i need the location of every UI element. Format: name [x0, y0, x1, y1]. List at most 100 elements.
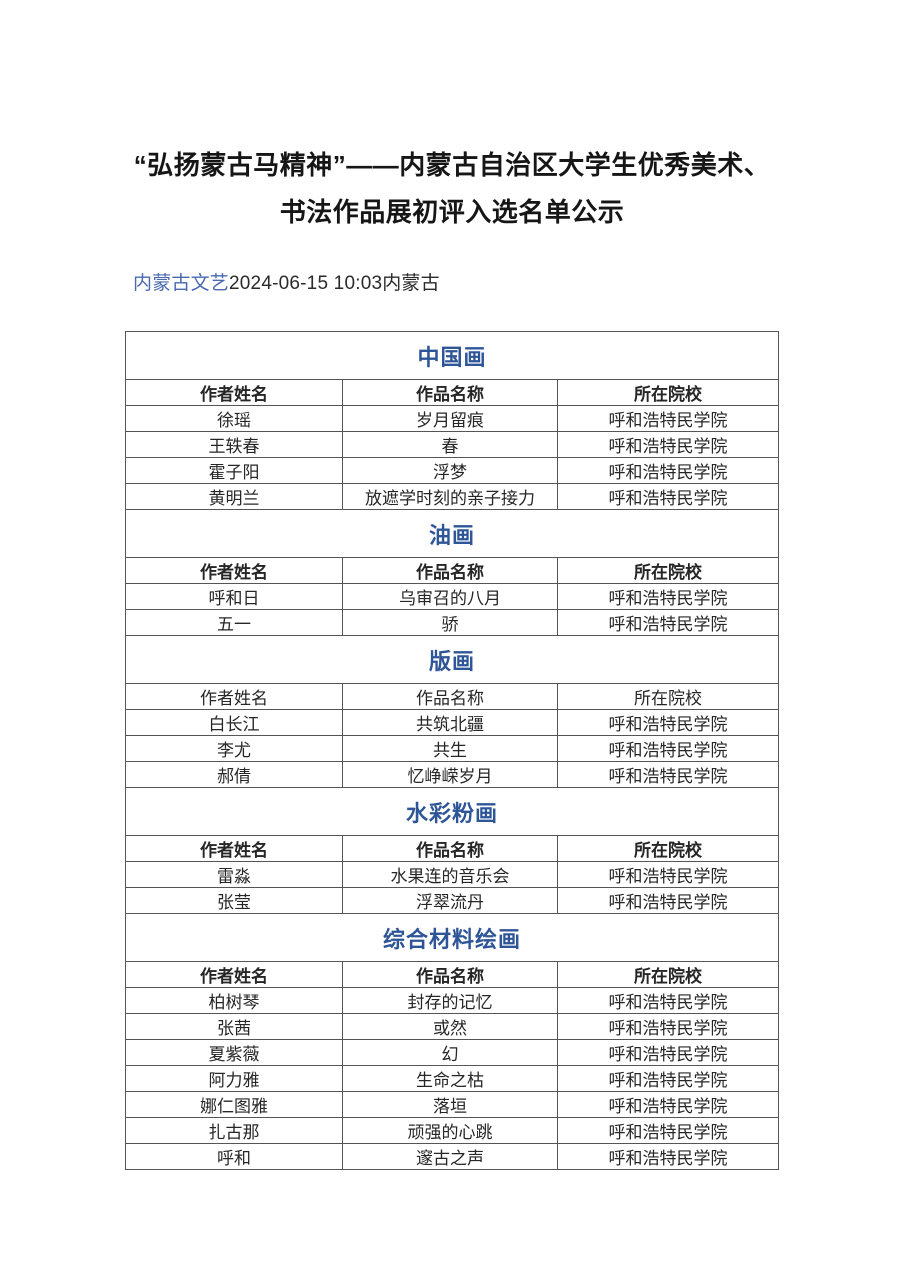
- table-row: 柏树琴 封存的记忆 呼和浩特民学院: [125, 987, 780, 1014]
- section-title: 油画: [124, 509, 780, 558]
- institution-cell: 呼和浩特民学院: [556, 1039, 780, 1066]
- byline: 内蒙古文艺2024-06-15 10:03内蒙古: [133, 268, 904, 295]
- work-title-cell: 邃古之声: [342, 1143, 558, 1170]
- column-header-row: 作者姓名 作品名称 所在院校: [125, 835, 780, 862]
- author-name-cell: 阿力雅: [125, 1065, 343, 1092]
- table-row: 呼和 邃古之声 呼和浩特民学院: [125, 1143, 780, 1170]
- work-title-cell: 忆峥嵘岁月: [342, 761, 558, 788]
- institution-cell: 呼和浩特民学院: [556, 457, 780, 484]
- author-name-cell: 李尤: [125, 735, 343, 762]
- author-name-cell: 郝倩: [125, 761, 343, 788]
- section-title-row: 中国画: [124, 331, 780, 380]
- column-header-row: 作者姓名 作品名称 所在院校: [125, 961, 780, 988]
- author-name-cell: 五一: [125, 609, 343, 636]
- page-title-line1: “弘扬蒙古马精神”——内蒙古自治区大学生优秀美术、: [133, 150, 771, 180]
- institution-cell: 呼和浩特民学院: [556, 1117, 780, 1144]
- column-header: 所在院校: [556, 683, 780, 710]
- table-row: 郝倩 忆峥嵘岁月 呼和浩特民学院: [125, 761, 780, 788]
- institution-cell: 呼和浩特民学院: [556, 1091, 780, 1118]
- column-header-row: 作者姓名 作品名称 所在院校: [125, 683, 780, 710]
- institution-cell: 呼和浩特民学院: [556, 583, 780, 610]
- section-title: 综合材料绘画: [124, 913, 780, 962]
- section-title: 版画: [124, 635, 780, 684]
- column-header: 作者姓名: [125, 961, 343, 988]
- column-header: 作品名称: [342, 379, 558, 406]
- author-name-cell: 徐瑶: [125, 405, 343, 432]
- column-header: 作者姓名: [125, 379, 343, 406]
- column-header: 作品名称: [342, 835, 558, 862]
- table-row: 张莹 浮翠流丹 呼和浩特民学院: [125, 887, 780, 914]
- section-title: 中国画: [124, 331, 780, 380]
- work-title-cell: 封存的记忆: [342, 987, 558, 1014]
- page-title-line2: 书法作品展初评入选名单公示: [279, 197, 625, 227]
- work-title-cell: 共筑北疆: [342, 709, 558, 736]
- page-title: “弘扬蒙古马精神”——内蒙古自治区大学生优秀美术、 书法作品展初评入选名单公示: [0, 142, 904, 236]
- byline-source-link[interactable]: 内蒙古文艺: [133, 273, 230, 294]
- work-title-cell: 共生: [342, 735, 558, 762]
- table-row: 夏紫薇幻呼和浩特民学院: [125, 1039, 780, 1066]
- column-header: 所在院校: [556, 557, 780, 584]
- institution-cell: 呼和浩特民学院: [556, 709, 780, 736]
- work-title-cell: 幻: [342, 1039, 558, 1066]
- institution-cell: 呼和浩特民学院: [556, 431, 780, 458]
- institution-cell: 呼和浩特民学院: [556, 861, 780, 888]
- section-title: 水彩粉画: [124, 787, 780, 836]
- institution-cell: 呼和浩特民学院: [556, 761, 780, 788]
- institution-cell: 呼和浩特民学院: [556, 483, 780, 510]
- author-name-cell: 霍子阳: [125, 457, 343, 484]
- work-title-cell: 春: [342, 431, 558, 458]
- work-title-cell: 生命之枯: [342, 1065, 558, 1092]
- author-name-cell: 柏树琴: [125, 987, 343, 1014]
- institution-cell: 呼和浩特民学院: [556, 735, 780, 762]
- table-row: 娜仁图雅 落垣 呼和浩特民学院: [125, 1091, 780, 1118]
- institution-cell: 呼和浩特民学院: [556, 987, 780, 1014]
- author-name-cell: 白长江: [125, 709, 343, 736]
- table-row: 扎古那 顽强的心跳 呼和浩特民学院: [125, 1117, 780, 1144]
- column-header: 作者姓名: [125, 557, 343, 584]
- column-header: 作者姓名: [125, 683, 343, 710]
- table-row: 王轶春春呼和浩特民学院: [125, 431, 780, 458]
- article-page: “弘扬蒙古马精神”——内蒙古自治区大学生优秀美术、 书法作品展初评入选名单公示 内…: [0, 142, 904, 1170]
- byline-timestamp: 2024-06-15 10:03: [229, 273, 383, 294]
- author-name-cell: 呼和日: [125, 583, 343, 610]
- author-name-cell: 娜仁图雅: [125, 1091, 343, 1118]
- table-row: 雷淼 水果连的音乐会 呼和浩特民学院: [125, 861, 780, 888]
- section-title-row: 水彩粉画: [124, 787, 780, 836]
- author-name-cell: 夏紫薇: [125, 1039, 343, 1066]
- work-title-cell: 落垣: [342, 1091, 558, 1118]
- institution-cell: 呼和浩特民学院: [556, 609, 780, 636]
- column-header: 所在院校: [556, 835, 780, 862]
- institution-cell: 呼和浩特民学院: [556, 887, 780, 914]
- work-title-cell: 浮梦: [342, 457, 558, 484]
- section-title-row: 油画: [124, 509, 780, 558]
- work-title-cell: 乌审召的八月: [342, 583, 558, 610]
- column-header: 所在院校: [556, 961, 780, 988]
- column-header: 所在院校: [556, 379, 780, 406]
- table-row: 徐瑶 岁月留痕 呼和浩特民学院: [125, 405, 780, 432]
- work-title-cell: 骄: [342, 609, 558, 636]
- institution-cell: 呼和浩特民学院: [556, 1013, 780, 1040]
- announcement-table: 中国画 作者姓名 作品名称 所在院校 徐瑶 岁月留痕 呼和浩特民学院 王轶春春呼和浩特民学院霍…: [124, 331, 780, 1170]
- column-header: 作品名称: [342, 683, 558, 710]
- section-title-row: 综合材料绘画: [124, 913, 780, 962]
- author-name-cell: 张茜: [125, 1013, 343, 1040]
- author-name-cell: 王轶春: [125, 431, 343, 458]
- work-title-cell: 放遮学时刻的亲子接力: [342, 483, 558, 510]
- column-header-row: 作者姓名 作品名称 所在院校: [125, 557, 780, 584]
- table-row: 呼和日 乌审召的八月 呼和浩特民学院: [125, 583, 780, 610]
- work-title-cell: 浮翠流丹: [342, 887, 558, 914]
- byline-location: 内蒙古: [382, 273, 440, 294]
- announcement-table-body: 中国画 作者姓名 作品名称 所在院校 徐瑶 岁月留痕 呼和浩特民学院 王轶春春呼和浩特民学院霍…: [124, 331, 780, 1170]
- table-row: 霍子阳 浮梦 呼和浩特民学院: [125, 457, 780, 484]
- column-header: 作品名称: [342, 557, 558, 584]
- column-header: 作品名称: [342, 961, 558, 988]
- column-header: 作者姓名: [125, 835, 343, 862]
- work-title-cell: 或然: [342, 1013, 558, 1040]
- work-title-cell: 水果连的音乐会: [342, 861, 558, 888]
- author-name-cell: 张莹: [125, 887, 343, 914]
- author-name-cell: 黄明兰: [125, 483, 343, 510]
- author-name-cell: 扎古那: [125, 1117, 343, 1144]
- table-row: 张茜 或然 呼和浩特民学院: [125, 1013, 780, 1040]
- work-title-cell: 顽强的心跳: [342, 1117, 558, 1144]
- work-title-cell: 岁月留痕: [342, 405, 558, 432]
